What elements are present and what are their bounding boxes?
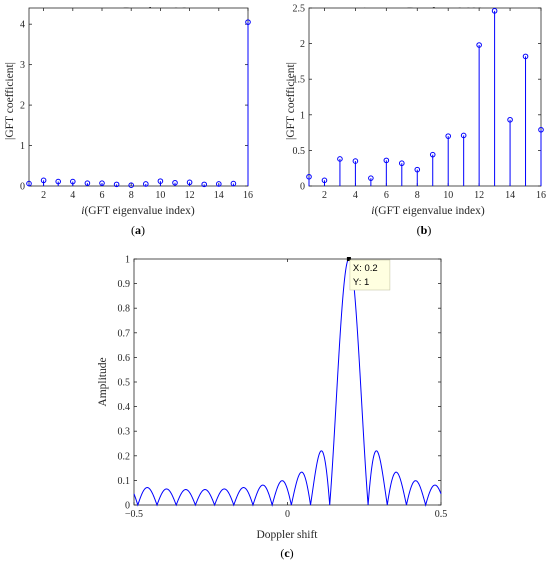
stem-marker <box>352 158 359 164</box>
x-tick-label: 12 <box>474 190 484 201</box>
stem-marker <box>26 180 32 187</box>
x-tick-label: 6 <box>100 190 105 201</box>
stem-marker <box>40 177 47 184</box>
stem-marker <box>399 160 405 167</box>
datatip-y-text: Y: 1 <box>353 277 369 288</box>
stem-marker <box>245 19 251 25</box>
chart-a-panel-label: (a) <box>131 223 145 237</box>
stem-marker <box>55 178 62 185</box>
stem-marker <box>445 133 452 139</box>
x-tick-label: 16 <box>243 190 253 201</box>
x-tick-label: 8 <box>129 190 134 201</box>
chart-a-ylabel: |GFT coefficient| <box>4 62 16 140</box>
stem-marker <box>216 181 222 187</box>
chart-c-xlabel: Doppler shift <box>256 529 318 541</box>
chart-b: incorrect Doppler = 0.099 |GFT coefficie… <box>285 4 546 238</box>
stem-marker <box>321 177 328 184</box>
axes-frame <box>308 7 542 187</box>
x-tick-label: 4 <box>70 190 75 201</box>
stem-marker <box>429 151 436 158</box>
plot-area <box>134 259 441 505</box>
stem-marker <box>128 182 134 188</box>
stem-marker <box>306 173 312 180</box>
chart-c: Amplitude Doppler shift (c) −0.5 0 0.500.1… <box>97 255 447 561</box>
x-tick-label: 4 <box>353 190 358 201</box>
y-tick-label: 0.3 <box>118 427 131 438</box>
y-tick-label: 1.5 <box>293 75 306 86</box>
x-tick-label: 14 <box>214 190 224 201</box>
y-tick-label: 0.5 <box>293 146 306 157</box>
y-tick-label: 0.6 <box>118 353 131 364</box>
stem-marker <box>460 132 467 139</box>
stem-marker <box>414 166 421 173</box>
chart-c-panel-label: (c) <box>280 546 293 560</box>
chart-a-xlabel: i(GFT eigenvalue index) <box>81 205 195 217</box>
y-tick-label: 0.2 <box>118 451 131 462</box>
stem-marker <box>70 178 76 185</box>
x-tick-label: 8 <box>415 190 420 201</box>
x-tick-label: 14 <box>505 190 515 201</box>
y-tick-label: 0.8 <box>118 304 131 315</box>
y-tick-label: 0.5 <box>118 378 131 389</box>
chart-b-ylabel: |GFT coefficient| <box>285 62 297 140</box>
x-tick-label: 6 <box>384 190 389 201</box>
x-tick-label: 0.5 <box>435 509 448 520</box>
stem-marker <box>143 181 149 187</box>
datatip-x-text: X: 0.2 <box>353 263 378 274</box>
x-tick-label: −0.5 <box>125 509 143 520</box>
y-tick-label: 0.7 <box>118 328 131 339</box>
datatip-marker <box>346 257 351 261</box>
y-tick-label: 0 <box>125 501 130 512</box>
y-tick-label: 0 <box>300 182 305 193</box>
x-tick-label: 10 <box>443 190 453 201</box>
y-tick-label: 0 <box>20 182 25 193</box>
stem-marker <box>113 181 120 188</box>
y-tick-label: 4 <box>20 20 25 31</box>
x-tick-label: 2 <box>41 190 46 201</box>
y-tick-label: 1 <box>300 110 305 121</box>
stem-marker <box>157 178 164 184</box>
plot-area <box>29 8 248 186</box>
stem-marker <box>491 8 498 14</box>
stem-marker <box>230 180 237 187</box>
stem-marker <box>99 180 105 186</box>
chart-a: correct Doppler = 0.2 |GFT coefficient| … <box>4 6 253 237</box>
stem-marker <box>368 175 374 181</box>
y-tick-label: 3 <box>20 60 25 71</box>
x-tick-label: 16 <box>536 190 546 201</box>
y-tick-label: 2.5 <box>293 4 306 15</box>
amplitude-series-line <box>133 258 442 507</box>
stem-marker <box>476 42 482 48</box>
stem-marker <box>337 156 343 162</box>
stem-marker <box>507 116 513 123</box>
y-tick-label: 0.1 <box>118 476 131 487</box>
y-tick-label: 0.4 <box>118 402 131 413</box>
datatip-box <box>349 259 391 291</box>
x-tick-label: 2 <box>322 190 327 201</box>
y-tick-label: 0.9 <box>118 279 131 290</box>
stem-marker <box>383 157 390 164</box>
y-tick-label: 1 <box>20 141 25 152</box>
chart-c-ylabel: Amplitude <box>97 357 109 406</box>
stem-marker <box>522 53 529 60</box>
x-tick-label: 0 <box>285 509 290 520</box>
y-tick-label: 1 <box>125 255 130 266</box>
axes-frame <box>133 258 442 506</box>
plot-area <box>309 8 541 186</box>
stem-marker <box>186 179 193 186</box>
y-tick-label: 2 <box>20 101 25 112</box>
x-tick-label: 12 <box>185 190 195 201</box>
stem-marker <box>84 180 91 186</box>
chart-b-panel-label: (b) <box>417 223 432 237</box>
stem-marker <box>201 181 207 188</box>
stem-marker <box>172 179 178 186</box>
y-tick-label: 2 <box>300 39 305 50</box>
x-tick-label: 10 <box>155 190 165 201</box>
chart-b-xlabel: i(GFT eigenvalue index) <box>371 205 485 217</box>
stem-marker <box>538 126 544 133</box>
